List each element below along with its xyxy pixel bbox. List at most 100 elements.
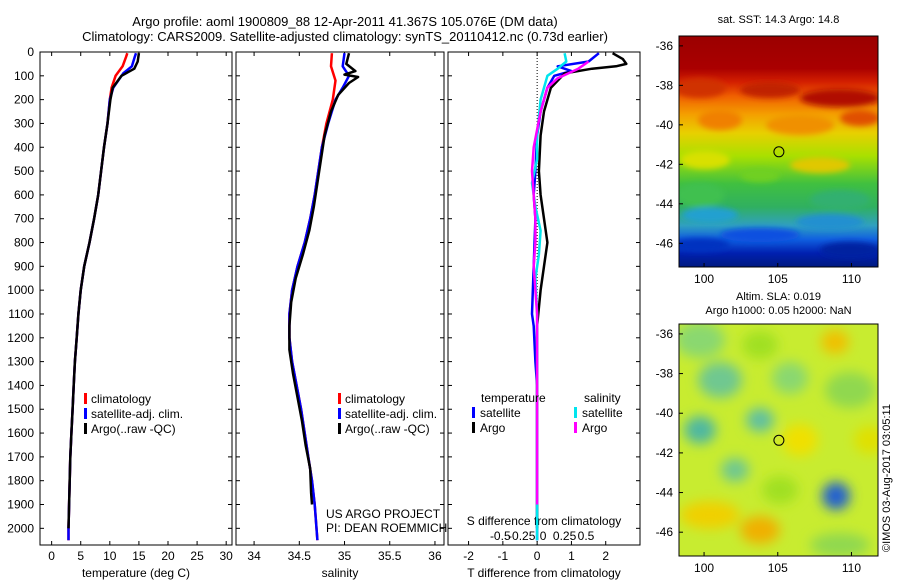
y-tick-label: 1500: [7, 402, 34, 416]
map-y-tick-label: -40: [656, 406, 674, 420]
legend-label: Argo(..raw -QC): [345, 422, 430, 436]
map-y-tick-label: -36: [656, 39, 674, 53]
x-axis-label: temperature (deg C): [82, 566, 190, 580]
legend-label: satellite: [582, 406, 623, 420]
legend-label: satellite-adj. clim.: [345, 407, 437, 421]
series-line: [535, 52, 628, 529]
series-line: [67, 52, 138, 541]
x2-tick-label: -0.5: [490, 529, 511, 543]
x-tick-label: -2: [463, 549, 474, 563]
plot-frame: [447, 51, 641, 546]
x-tick-label: 34: [247, 549, 261, 563]
y-tick-label: 1100: [8, 307, 34, 321]
sla-texture: [679, 324, 878, 556]
y-tick-label: 2000: [7, 521, 34, 535]
argo-location-marker: [773, 146, 785, 158]
legend-swatch: [472, 407, 475, 418]
y-tick-label: 100: [14, 69, 34, 83]
plot-frame: [39, 51, 233, 546]
map-x-tick-label: 110: [842, 272, 861, 286]
map-y-tick-label: -40: [656, 118, 674, 132]
x2-tick-label: 0.5: [578, 529, 595, 543]
sla-map-frame: [678, 323, 879, 557]
legend-label: satellite-adj. clim.: [91, 407, 183, 421]
x-tick-label: 0: [534, 549, 541, 563]
legend-label: satellite: [480, 406, 521, 420]
y-tick-label: 300: [14, 116, 34, 130]
x2-tick-label: 0.25: [553, 529, 577, 543]
sla-map-subtitle: Argo h1000: 0.05 h2000: NaN: [705, 305, 852, 317]
legend-swatch: [574, 407, 577, 418]
x-tick-label: 20: [161, 549, 175, 563]
y-tick-label: 400: [14, 140, 34, 154]
x-tick-label: 0: [48, 549, 55, 563]
x-tick-label: 30: [220, 549, 234, 563]
legend-label: Argo(..raw -QC): [91, 422, 176, 436]
map-y-tick-label: -44: [656, 197, 674, 211]
temperature-panel: 0100200300400500600700800900100011001200…: [7, 45, 233, 580]
x-tick-label: 36: [428, 549, 442, 563]
pi-credit: PI: DEAN ROEMMICH: [326, 521, 448, 535]
sst-map-frame: [678, 35, 879, 268]
legend-swatch: [84, 423, 87, 434]
x-tick-label: 34.5: [288, 549, 312, 563]
series-line: [67, 52, 129, 541]
x2-axis-label: S difference from climatology: [467, 514, 622, 528]
legend-group-label: temperature: [481, 391, 546, 405]
x2-tick-label: 0: [540, 529, 547, 543]
y-tick-label: 900: [14, 259, 34, 273]
series-line: [288, 52, 360, 505]
y-tick-label: 1900: [7, 498, 34, 512]
chart-title-line1: Argo profile: aoml 1900809_88 12-Apr-201…: [132, 14, 558, 29]
sst-texture: [679, 78, 878, 258]
map-y-tick-label: -46: [656, 525, 674, 539]
series-line: [288, 53, 351, 541]
legend-label: climatology: [91, 392, 151, 406]
x-tick-label: 10: [103, 549, 117, 563]
salinity-panel: 34 34.5 35 35.5 36 salinity climatologysatelli…: [235, 51, 445, 580]
legend-swatch: [84, 408, 87, 419]
map-y-tick-label: -38: [656, 367, 674, 381]
legend-label: Argo: [582, 421, 608, 435]
y-tick-label: 1400: [7, 378, 34, 392]
map-y-tick-label: -36: [656, 327, 674, 341]
sst-map: [679, 36, 878, 267]
y-tick-label: 1300: [7, 355, 34, 369]
y-tick-label: 1200: [7, 331, 34, 345]
project-credit: US ARGO PROJECT: [326, 507, 441, 521]
differences-panel: -2 -1 0 1 2 T difference from climatology S di…: [447, 51, 641, 580]
legend-swatch: [338, 408, 341, 419]
map-x-tick-label: 100: [694, 272, 714, 286]
y-tick-label: 1700: [7, 450, 34, 464]
sla-map-title: Altim. SLA: 0.019: [736, 291, 821, 303]
x-axis-label: salinity: [322, 566, 359, 580]
x-tick-label: 15: [132, 549, 146, 563]
x-tick-label: -1: [498, 549, 509, 563]
legend-swatch: [84, 393, 87, 404]
y-tick-label: 1000: [7, 283, 34, 297]
x-tick-label: 25: [190, 549, 204, 563]
sla-map: [679, 324, 878, 556]
chart-title-line2: Climatology: CARS2009. Satellite-adjuste…: [82, 29, 608, 44]
argo-location-marker: [773, 434, 785, 446]
y-tick-label: 500: [14, 164, 34, 178]
x-tick-label: 1: [568, 549, 575, 563]
x-tick-label: 35: [338, 549, 352, 563]
map-x-tick-label: 105: [768, 272, 788, 286]
x-axis-label: T difference from climatology: [467, 566, 621, 580]
y-tick-label: 1600: [7, 426, 34, 440]
x-tick-label: 35.5: [378, 549, 402, 563]
legend-group-label: salinity: [584, 391, 621, 405]
legend-swatch: [338, 393, 341, 404]
map-y-tick-label: -46: [656, 236, 674, 250]
series-line: [67, 53, 141, 529]
legend-swatch: [472, 422, 475, 433]
plot-frame: [235, 51, 445, 546]
map-y-tick-label: -44: [656, 486, 674, 500]
y-tick-label: 800: [14, 236, 34, 250]
x-tick-label: 2: [602, 549, 609, 563]
y-tick-label: 0: [27, 45, 34, 59]
y-tick-label: 200: [14, 93, 34, 107]
map-y-tick-label: -38: [656, 78, 674, 92]
